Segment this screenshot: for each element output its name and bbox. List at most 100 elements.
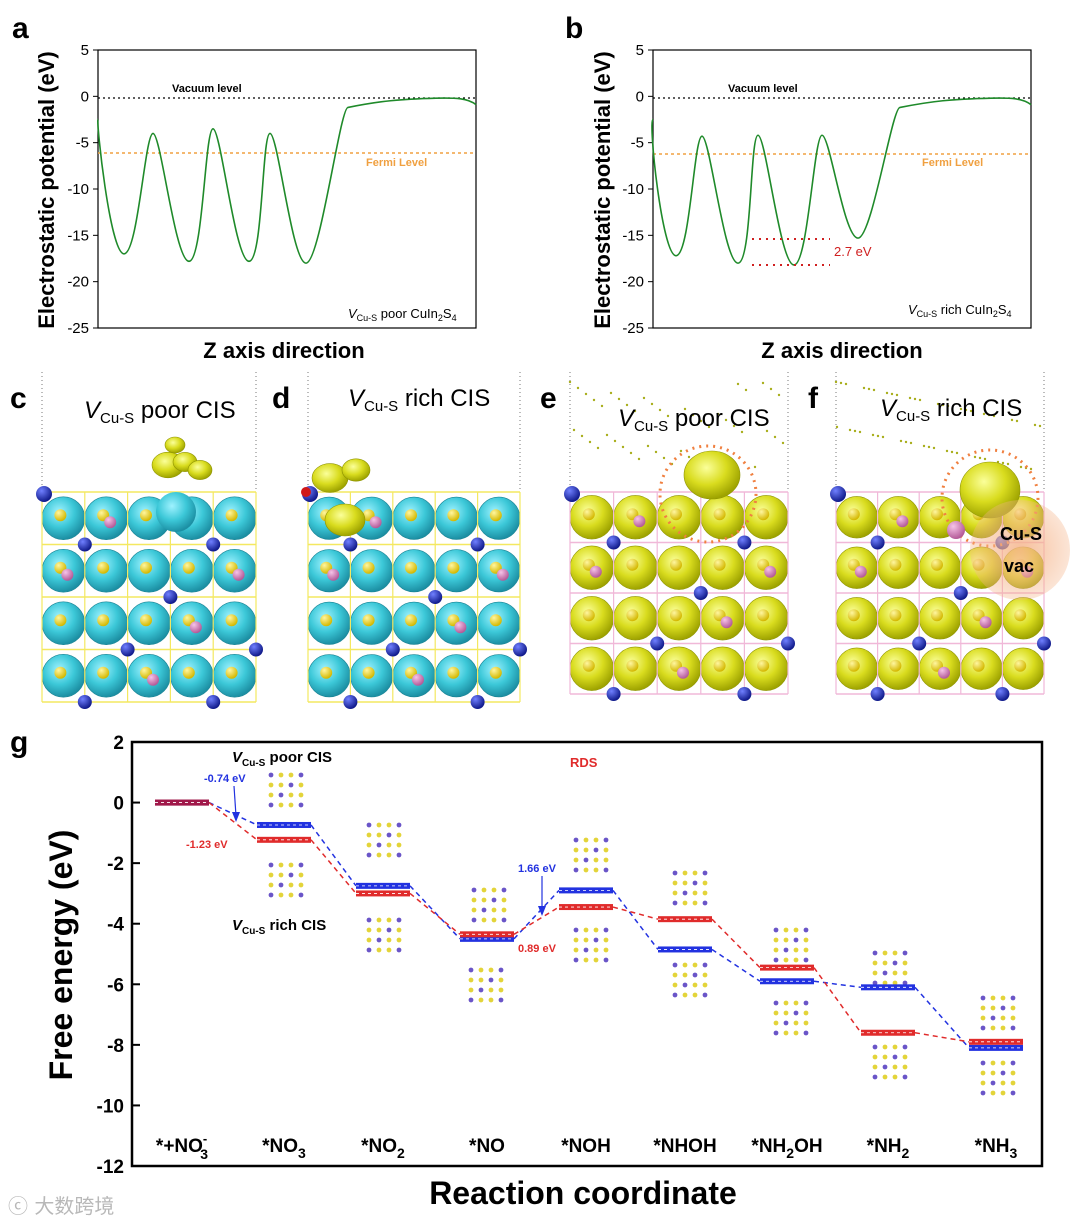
sulfur-atom (626, 659, 639, 672)
sulfur-atom (670, 508, 682, 521)
ytick-label: 2 (113, 733, 124, 754)
density-speck (596, 446, 600, 450)
series-connector (513, 889, 560, 940)
sulfur-atom (670, 558, 682, 571)
inset-atom (583, 957, 589, 963)
panel-c-letter: c (10, 382, 27, 415)
sulfur-atom (489, 614, 502, 627)
sulfur-atom (97, 614, 110, 627)
density-speck (605, 433, 609, 437)
series-connector (711, 948, 761, 982)
inset-atom (366, 832, 372, 838)
cu-atom (870, 687, 885, 701)
adsorbate-density (164, 436, 186, 454)
density-speck (839, 381, 843, 385)
inset-atom (872, 950, 878, 956)
panel-g-ann-rich-2: 0.89 eV (518, 943, 557, 955)
inset-atom (793, 957, 799, 963)
inset-atom (491, 887, 497, 893)
cu-atom (385, 642, 400, 657)
series-connector (711, 918, 761, 969)
inset-atom (803, 1020, 809, 1026)
adsorbate-density (156, 492, 196, 532)
sulfur-atom (972, 659, 985, 672)
inset-atom (583, 927, 589, 933)
in-atom (147, 673, 159, 686)
inset-atom (872, 980, 878, 986)
inset-atom (902, 980, 908, 986)
panel-d-title: VCu-S rich CIS (348, 385, 490, 415)
adsorbate-highlight-circle (658, 444, 758, 544)
inset-atom (288, 892, 294, 898)
inset-atom (803, 927, 809, 933)
inset-atom (268, 802, 274, 808)
inset-atom (1000, 1015, 1006, 1021)
inset-atom (288, 862, 294, 868)
sulfur-atom (847, 659, 860, 672)
inset-atom (396, 822, 402, 828)
density-speck (941, 403, 945, 407)
ytick-label: 5 (81, 42, 89, 59)
panel-a-letter: a (12, 12, 29, 45)
inset-atom (1000, 1025, 1006, 1031)
in-atom (496, 568, 509, 581)
panel-a-ylabel: Electrostatic potential (eV) (34, 51, 59, 329)
inset-atom (902, 1074, 908, 1080)
inset-atom (773, 957, 779, 963)
sulfur-atom (670, 609, 682, 622)
inset-atom (692, 880, 698, 886)
inset-atom (682, 900, 688, 906)
sulfur-atom (320, 666, 333, 679)
inset-atom (298, 882, 304, 888)
sulfur-atom (362, 561, 375, 574)
inset-atom (593, 867, 599, 873)
inset-atom (478, 977, 484, 983)
inset-atom (692, 962, 698, 968)
cu-atom (693, 586, 708, 600)
in-atom (589, 565, 602, 578)
inset-atom (702, 962, 708, 968)
inset-atom (1000, 1060, 1006, 1066)
inset-atom (396, 947, 402, 953)
inset-atom (583, 937, 589, 943)
in-atom (454, 621, 467, 634)
inset-atom (376, 832, 382, 838)
density-speck (1001, 461, 1005, 465)
inset-atom (573, 857, 579, 863)
inset-atom (882, 1044, 888, 1050)
sulfur-atom (447, 509, 460, 522)
density-speck (732, 424, 736, 428)
inset-atom (573, 957, 579, 963)
in-atom (369, 516, 382, 529)
density-speck (927, 445, 931, 449)
inset-atom (872, 960, 878, 966)
density-speck (932, 446, 936, 450)
cu-atom (120, 642, 135, 657)
inset-atom (288, 882, 294, 888)
inset-atom (501, 917, 507, 923)
sulfur-atom (320, 614, 333, 627)
cu-atom (513, 642, 527, 657)
inset-atom (1010, 995, 1016, 1001)
cu-atom (470, 695, 485, 709)
inset-atom (990, 1025, 996, 1031)
density-speck (909, 441, 913, 445)
cu-atom (737, 687, 752, 701)
inset-atom (376, 917, 382, 923)
cu-atom (343, 537, 358, 552)
ytick-label: -25 (622, 320, 644, 337)
density-speck (983, 457, 987, 461)
inset-atom (672, 880, 678, 886)
inset-atom (773, 947, 779, 953)
inset-atom (298, 872, 304, 878)
density-speck (955, 451, 959, 455)
inset-atom (488, 977, 494, 983)
inset-atom (288, 792, 294, 798)
density-speck (946, 404, 950, 408)
sulfur-atom (140, 509, 152, 522)
inset-atom (1000, 1070, 1006, 1076)
density-speck (908, 396, 912, 400)
inset-atom (603, 857, 609, 863)
inset-atom (882, 960, 888, 966)
